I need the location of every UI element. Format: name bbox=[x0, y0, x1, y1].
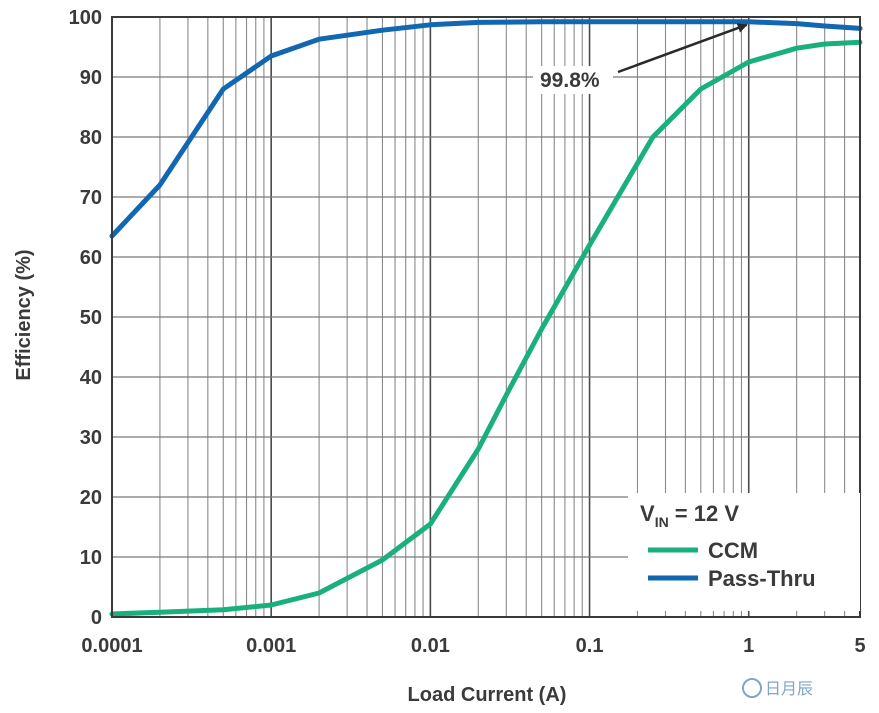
y-tick-label: 10 bbox=[80, 547, 102, 569]
y-axis-label: Efficiency (%) bbox=[13, 249, 35, 380]
y-tick-label: 50 bbox=[80, 307, 102, 329]
legend-label-ccm: CCM bbox=[708, 538, 758, 563]
y-tick-label: 100 bbox=[69, 7, 102, 29]
legend-title: VIN = 12 V bbox=[640, 501, 739, 530]
annotation-label: 99.8% bbox=[540, 69, 600, 92]
y-tick-label: 20 bbox=[80, 487, 102, 509]
annotation-arrow bbox=[617, 23, 748, 74]
y-tick-label: 40 bbox=[80, 367, 102, 389]
x-tick-label: 0.001 bbox=[246, 635, 296, 657]
x-tick-label: 0.0001 bbox=[81, 635, 142, 657]
legend-label-pass-thru: Pass-Thru bbox=[708, 566, 816, 591]
series-group bbox=[109, 19, 863, 617]
x-tick-label: 0.01 bbox=[411, 635, 450, 657]
x-axis-label: Load Current (A) bbox=[408, 684, 567, 706]
y-tick-label: 30 bbox=[80, 427, 102, 449]
legend-title-main: V bbox=[640, 501, 655, 526]
y-tick-label: 60 bbox=[80, 247, 102, 269]
watermark-text: 日月辰 bbox=[765, 679, 813, 698]
series-line-ccm bbox=[109, 39, 863, 617]
annotation-background bbox=[533, 66, 613, 94]
plot-frame bbox=[111, 16, 861, 618]
x-tick-label: 1 bbox=[743, 635, 754, 657]
y-tick-label: 80 bbox=[80, 127, 102, 149]
y-tick-label: 0 bbox=[91, 607, 102, 629]
watermark-logo-icon bbox=[742, 678, 762, 698]
legend-title-rest: = 12 V bbox=[669, 501, 740, 526]
tick-labels: 0 10 20 30 40 50 60 70 80 90 100 0.0001 0.001 0.01 0.1… bbox=[69, 7, 866, 657]
y-tick-label: 90 bbox=[80, 67, 102, 89]
series-line-pass-thru bbox=[109, 19, 863, 239]
x-tick-label: 5 bbox=[854, 635, 865, 657]
annotation: 99.8% bbox=[533, 23, 748, 94]
legend: VIN = 12 V CCM Pass-Thru bbox=[628, 493, 860, 611]
legend-title-sub: IN bbox=[655, 514, 669, 530]
watermark: 日月辰 bbox=[742, 678, 813, 698]
x-tick-label: 0.1 bbox=[576, 635, 604, 657]
y-tick-label: 70 bbox=[80, 187, 102, 209]
